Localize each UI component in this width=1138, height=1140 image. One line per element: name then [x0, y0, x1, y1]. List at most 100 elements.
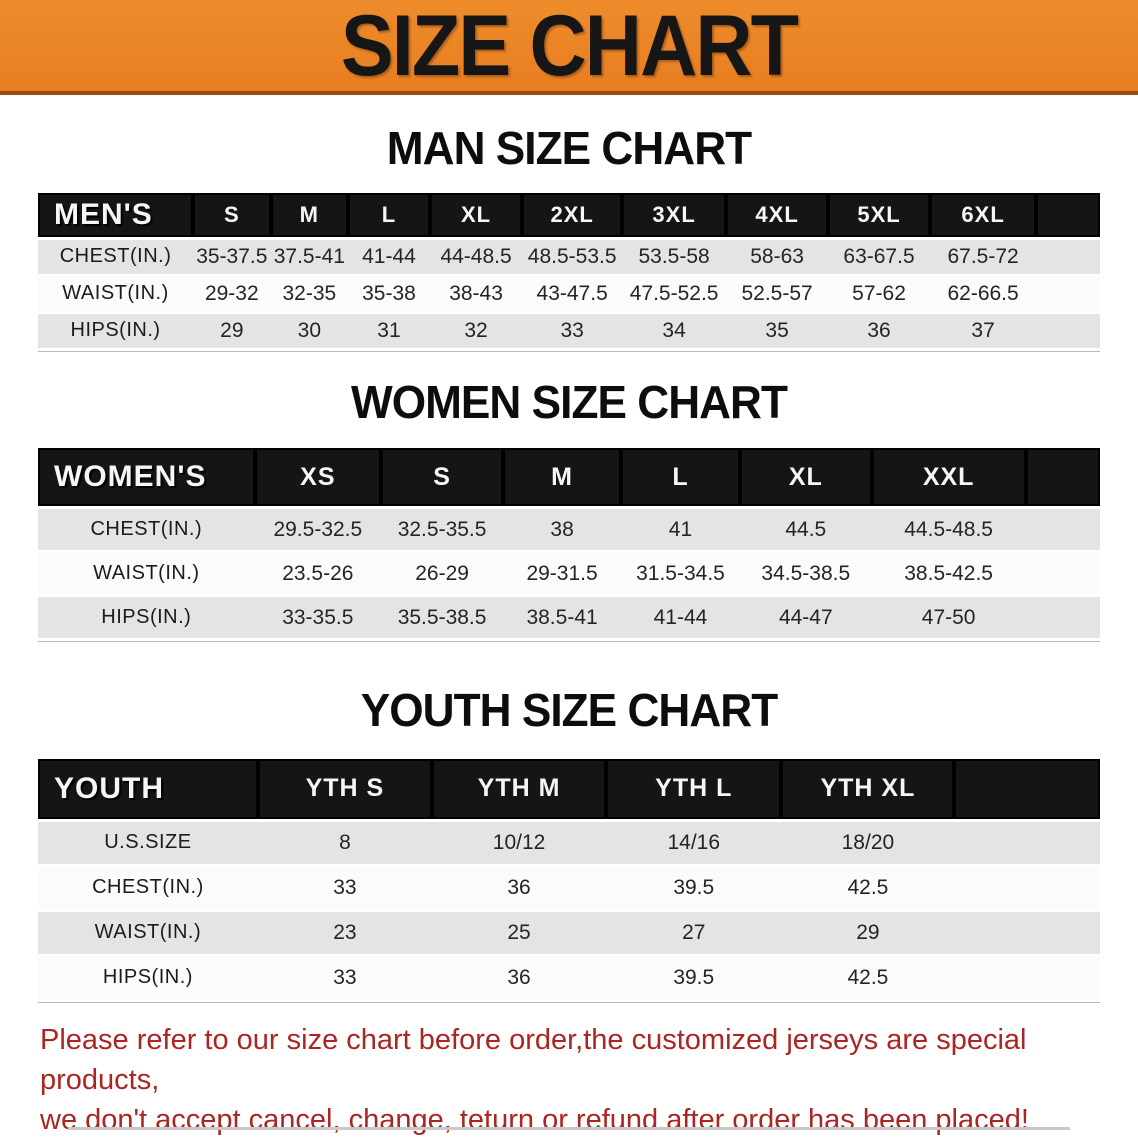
- size-cell: 39.5: [606, 956, 782, 999]
- size-cell: 10/12: [431, 821, 607, 864]
- size-cell: 23: [257, 911, 432, 954]
- size-cell: 44-48.5: [429, 239, 523, 274]
- size-cell: 41-44: [348, 239, 430, 274]
- size-cell: 23.5-26: [254, 553, 382, 595]
- size-cell: 47-50: [871, 597, 1026, 639]
- women-waist-row: WAIST(IN.) 23.5-26 26-29 29-31.5 31.5-34…: [38, 553, 1100, 595]
- row-label: WAIST(IN.): [38, 553, 255, 595]
- men-group-label: MEN'S: [38, 192, 194, 237]
- size-cell: 58-63: [726, 239, 829, 274]
- youth-ussize-row: U.S.SIZE 8 10/12 14/16 18/20: [38, 821, 1100, 864]
- size-cell: 32.5-35.5: [381, 509, 504, 551]
- size-cell: 26-29: [381, 553, 504, 595]
- size-cell: 44.5: [739, 509, 872, 551]
- size-cell: 42.5: [781, 866, 955, 909]
- size-cell: 53.5-58: [622, 239, 727, 274]
- row-label: CHEST(IN.): [38, 509, 255, 551]
- size-cell: 29-31.5: [503, 553, 622, 595]
- banner-title: SIZE CHART: [340, 0, 799, 94]
- size-cell: 44-47: [739, 597, 872, 639]
- youth-size-table: YOUTH YTH S YTH M YTH L YTH XL U.S.SIZE …: [38, 756, 1100, 1002]
- women-hips-row: HIPS(IN.) 33-35.5 35.5-38.5 38.5-41 41-4…: [38, 597, 1100, 639]
- size-cell: 36: [431, 866, 607, 909]
- size-column-header: 3XL: [622, 192, 727, 237]
- row-filler: [1036, 239, 1100, 274]
- women-table-header-row: WOMEN'S XS S M L XL XXL: [38, 448, 1100, 507]
- note-line-2: we don't accept cancel, change, teturn o…: [40, 1103, 1029, 1136]
- size-column-header: XL: [739, 448, 872, 507]
- size-cell: 36: [828, 313, 930, 348]
- youth-chest-row: CHEST(IN.) 33 36 39.5 42.5: [38, 866, 1100, 909]
- size-cell: 32-35: [270, 276, 349, 311]
- men-hips-row: HIPS(IN.) 29 30 31 32 33 34 35 36 37: [38, 313, 1100, 348]
- size-cell: 31.5-34.5: [621, 553, 740, 595]
- men-waist-row: WAIST(IN.) 29-32 32-35 35-38 38-43 43-47…: [38, 276, 1100, 311]
- photo-edge-artifact: [68, 1127, 1070, 1130]
- size-cell: 44.5-48.5: [871, 509, 1026, 551]
- size-chart-banner: SIZE CHART: [0, 0, 1138, 95]
- size-cell: 63-67.5: [828, 239, 930, 274]
- men-size-table: MEN'S S M L XL 2XL 3XL 4XL 5XL 6XL CHEST…: [38, 190, 1100, 351]
- size-cell: 29: [193, 313, 271, 348]
- row-filler: [1025, 553, 1100, 595]
- row-filler: [1025, 509, 1100, 551]
- row-filler: [1036, 313, 1100, 348]
- size-cell: 48.5-53.5: [522, 239, 623, 274]
- size-cell: 38.5-41: [503, 597, 622, 639]
- size-cell: 33: [257, 956, 432, 999]
- men-section-heading: MAN SIZE CHART: [386, 122, 752, 174]
- size-column-header: L: [621, 448, 740, 507]
- women-section-heading: WOMEN SIZE CHART: [350, 375, 788, 428]
- size-cell: 38-43: [429, 276, 523, 311]
- size-cell: 35.5-38.5: [381, 597, 504, 639]
- youth-group-label: YOUTH: [38, 758, 258, 819]
- size-column-header: YTH XL: [781, 758, 955, 819]
- size-cell: 27: [606, 911, 782, 954]
- size-cell: 31: [348, 313, 430, 348]
- size-cell: 35-37.5: [193, 239, 271, 274]
- row-label: HIPS(IN.): [38, 313, 194, 348]
- men-chest-row: CHEST(IN.) 35-37.5 37.5-41 41-44 44-48.5…: [38, 239, 1100, 274]
- youth-table-header-row: YOUTH YTH S YTH M YTH L YTH XL: [38, 758, 1100, 819]
- size-column-header: 4XL: [726, 192, 829, 237]
- row-filler: [1036, 276, 1100, 311]
- women-chest-row: CHEST(IN.) 29.5-32.5 32.5-35.5 38 41 44.…: [38, 509, 1100, 551]
- size-cell: 33-35.5: [254, 597, 382, 639]
- size-column-header: M: [503, 448, 622, 507]
- row-filler: [954, 866, 1100, 909]
- note-line-1: Please refer to our size chart before or…: [40, 1023, 1027, 1096]
- size-cell: 30: [270, 313, 349, 348]
- youth-section-heading: YOUTH SIZE CHART: [360, 684, 778, 737]
- size-column-header: XXL: [871, 448, 1026, 507]
- women-size-table: WOMEN'S XS S M L XL XXL CHEST(IN.) 29.5-…: [38, 445, 1100, 641]
- size-cell: 47.5-52.5: [622, 276, 727, 311]
- size-cell: 52.5-57: [726, 276, 829, 311]
- size-column-header: L: [348, 192, 430, 237]
- size-column-header: 6XL: [930, 192, 1037, 237]
- size-cell: 33: [522, 313, 623, 348]
- row-filler: [954, 956, 1100, 999]
- size-column-header: S: [381, 448, 504, 507]
- size-cell: 37: [930, 313, 1037, 348]
- size-cell: 34: [622, 313, 727, 348]
- size-cell: 38: [503, 509, 622, 551]
- men-section: MAN SIZE CHART MEN'S S M L XL 2XL 3XL 4X…: [0, 123, 1138, 351]
- youth-waist-row: WAIST(IN.) 23 25 27 29: [38, 911, 1100, 954]
- row-filler: [954, 911, 1100, 954]
- row-label: WAIST(IN.): [38, 276, 194, 311]
- size-column-header: YTH S: [257, 758, 432, 819]
- youth-hips-row: HIPS(IN.) 33 36 39.5 42.5: [38, 956, 1100, 999]
- size-cell: 67.5-72: [930, 239, 1037, 274]
- size-column-header: YTH M: [431, 758, 607, 819]
- size-cell: 32: [429, 313, 523, 348]
- header-filler: [1036, 192, 1100, 237]
- size-cell: 35-38: [348, 276, 430, 311]
- size-cell: 38.5-42.5: [871, 553, 1026, 595]
- size-column-header: 5XL: [828, 192, 930, 237]
- youth-section: YOUTH SIZE CHART YOUTH YTH S YTH M YTH L…: [0, 685, 1138, 1002]
- size-cell: 25: [431, 911, 607, 954]
- size-cell: 8: [257, 821, 432, 864]
- row-label: HIPS(IN.): [38, 956, 258, 999]
- row-label: U.S.SIZE: [38, 821, 258, 864]
- size-cell: 34.5-38.5: [739, 553, 872, 595]
